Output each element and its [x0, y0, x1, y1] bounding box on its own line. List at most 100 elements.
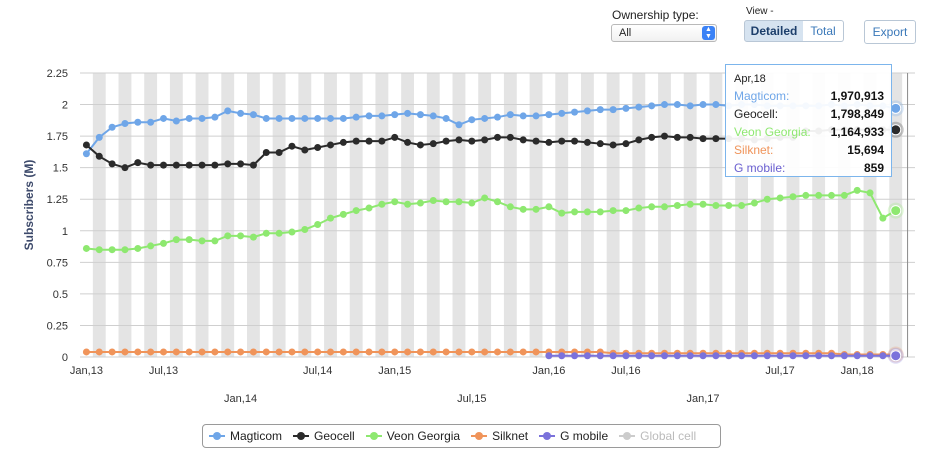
data-point[interactable] [95, 246, 103, 254]
data-point[interactable] [95, 348, 103, 356]
data-point[interactable] [506, 203, 514, 211]
data-point[interactable] [211, 161, 219, 169]
data-point[interactable] [738, 352, 746, 360]
data-point[interactable] [249, 161, 257, 169]
data-point[interactable] [494, 348, 501, 356]
data-point[interactable] [661, 352, 668, 360]
data-point-hover[interactable] [890, 205, 902, 217]
data-point[interactable] [288, 142, 296, 150]
data-point[interactable] [622, 140, 630, 148]
data-point-hover[interactable] [890, 124, 902, 136]
data-point[interactable] [108, 160, 116, 168]
data-point[interactable] [404, 138, 412, 146]
data-point[interactable] [134, 244, 142, 252]
data-point[interactable] [198, 161, 206, 169]
data-point[interactable] [571, 108, 579, 116]
data-point[interactable] [82, 348, 90, 356]
data-point[interactable] [352, 113, 360, 121]
data-point[interactable] [185, 114, 193, 122]
data-point[interactable] [571, 137, 579, 145]
data-point[interactable] [224, 160, 232, 168]
data-point[interactable] [648, 102, 656, 110]
data-point[interactable] [275, 149, 283, 157]
data-point[interactable] [314, 348, 322, 356]
legend-item-magticom[interactable]: Magticom [209, 429, 282, 443]
data-point[interactable] [301, 226, 309, 234]
data-point[interactable] [622, 207, 630, 215]
data-point[interactable] [828, 352, 835, 360]
data-point[interactable] [352, 207, 360, 215]
data-point[interactable] [519, 348, 527, 356]
data-point[interactable] [391, 133, 399, 141]
data-point[interactable] [288, 348, 296, 356]
data-point[interactable] [262, 229, 270, 237]
data-point[interactable] [840, 191, 848, 199]
data-point[interactable] [712, 352, 720, 360]
data-point[interactable] [532, 137, 540, 145]
data-point[interactable] [160, 239, 167, 247]
data-point[interactable] [416, 111, 424, 119]
data-point[interactable] [134, 159, 142, 167]
data-point[interactable] [442, 198, 450, 206]
data-point[interactable] [442, 348, 450, 356]
data-point[interactable] [339, 138, 347, 146]
data-point[interactable] [172, 117, 180, 125]
data-point[interactable] [121, 119, 129, 127]
data-point[interactable] [789, 193, 797, 201]
data-point[interactable] [725, 202, 733, 210]
data-point[interactable] [301, 114, 309, 122]
data-point[interactable] [673, 101, 681, 109]
data-point[interactable] [622, 104, 630, 112]
data-point[interactable] [82, 150, 90, 158]
data-point[interactable] [648, 352, 656, 360]
data-point[interactable] [609, 352, 617, 360]
data-point[interactable] [455, 136, 463, 144]
data-point[interactable] [147, 118, 155, 126]
data-point[interactable] [95, 133, 103, 141]
data-point[interactable] [596, 106, 604, 114]
data-point[interactable] [879, 352, 887, 360]
data-point[interactable] [134, 118, 142, 126]
data-point[interactable] [481, 114, 489, 122]
data-point[interactable] [686, 352, 694, 360]
data-point[interactable] [352, 137, 360, 145]
data-point[interactable] [506, 111, 514, 119]
data-point[interactable] [198, 348, 206, 356]
data-point[interactable] [532, 112, 540, 120]
data-point[interactable] [224, 348, 232, 356]
data-point[interactable] [327, 214, 334, 222]
data-point[interactable] [378, 112, 386, 120]
data-point[interactable] [815, 191, 823, 199]
data-point[interactable] [404, 348, 412, 356]
data-point[interactable] [327, 114, 334, 122]
data-point[interactable] [185, 236, 193, 244]
data-point[interactable] [314, 143, 322, 151]
data-point[interactable] [558, 109, 566, 117]
data-point[interactable] [468, 116, 476, 124]
data-point[interactable] [121, 348, 129, 356]
data-point[interactable] [686, 200, 694, 208]
data-point[interactable] [789, 352, 797, 360]
data-point[interactable] [185, 348, 193, 356]
data-point[interactable] [468, 348, 476, 356]
data-point[interactable] [108, 348, 116, 356]
data-point[interactable] [648, 203, 656, 211]
data-point[interactable] [866, 189, 874, 197]
data-point[interactable] [147, 242, 155, 250]
data-point[interactable] [275, 114, 283, 122]
data-point[interactable] [686, 133, 694, 141]
data-point[interactable] [622, 352, 630, 360]
data-point[interactable] [815, 352, 823, 360]
legend-item-silknet[interactable]: Silknet [471, 429, 528, 443]
data-point[interactable] [249, 111, 257, 119]
data-point[interactable] [494, 198, 501, 206]
data-point[interactable] [853, 352, 861, 360]
data-point[interactable] [609, 106, 617, 114]
data-point[interactable] [481, 348, 489, 356]
data-point[interactable] [635, 103, 643, 111]
data-point[interactable] [378, 348, 386, 356]
data-point[interactable] [327, 141, 334, 149]
data-point[interactable] [545, 138, 553, 146]
data-point[interactable] [532, 205, 540, 213]
data-point[interactable] [596, 208, 604, 216]
